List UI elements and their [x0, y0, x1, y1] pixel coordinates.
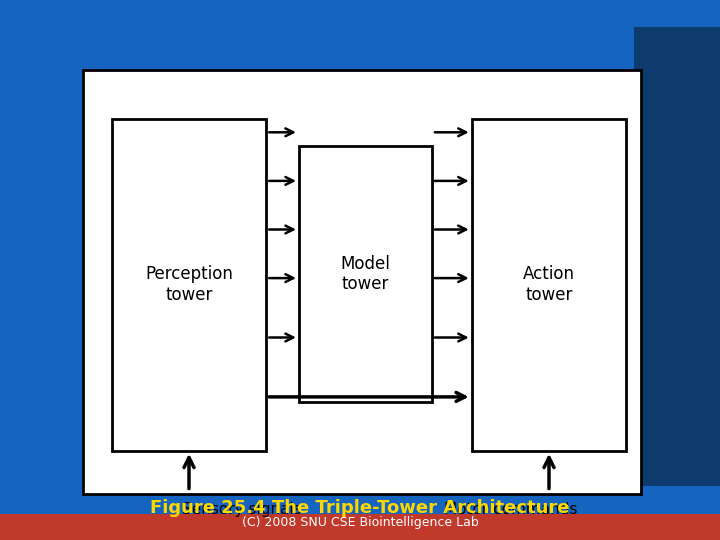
Text: Sensory signals: Sensory signals [181, 502, 302, 517]
Text: Motor commands: Motor commands [444, 502, 577, 517]
Bar [83, 70, 641, 494]
Text: Figure 25.4 The Triple-Tower Architecture: Figure 25.4 The Triple-Tower Architectur… [150, 500, 570, 517]
Bar [472, 119, 626, 451]
Text: Action
tower: Action tower [523, 266, 575, 304]
Bar [112, 119, 266, 451]
Text: Model
tower: Model tower [341, 255, 390, 293]
Text: (C) 2008 SNU CSE Biointelligence Lab: (C) 2008 SNU CSE Biointelligence Lab [242, 516, 478, 529]
Bar [299, 146, 432, 402]
Text: Perception
tower: Perception tower [145, 266, 233, 304]
Bar [0, 514, 720, 540]
Bar [634, 27, 720, 486]
